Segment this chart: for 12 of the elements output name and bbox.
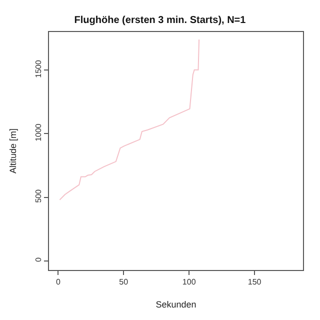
x-tick-label: 50 — [119, 278, 129, 287]
x-tick-label: 0 — [56, 278, 61, 287]
y-tick-label: 1000 — [34, 123, 43, 142]
chart-title: Flughöhe (ersten 3 min. Starts), N=1 — [74, 15, 246, 26]
x-tick-label: 100 — [182, 278, 196, 287]
x-tick-label: 150 — [248, 278, 262, 287]
line-series — [59, 39, 200, 200]
x-axis-title: Sekunden — [156, 299, 196, 310]
y-tick-label: 0 — [34, 256, 43, 262]
y-axis-title: Altitude [m] — [8, 128, 18, 174]
y-tick-label: 500 — [34, 188, 43, 203]
y-tick-label: 1500 — [34, 59, 43, 78]
